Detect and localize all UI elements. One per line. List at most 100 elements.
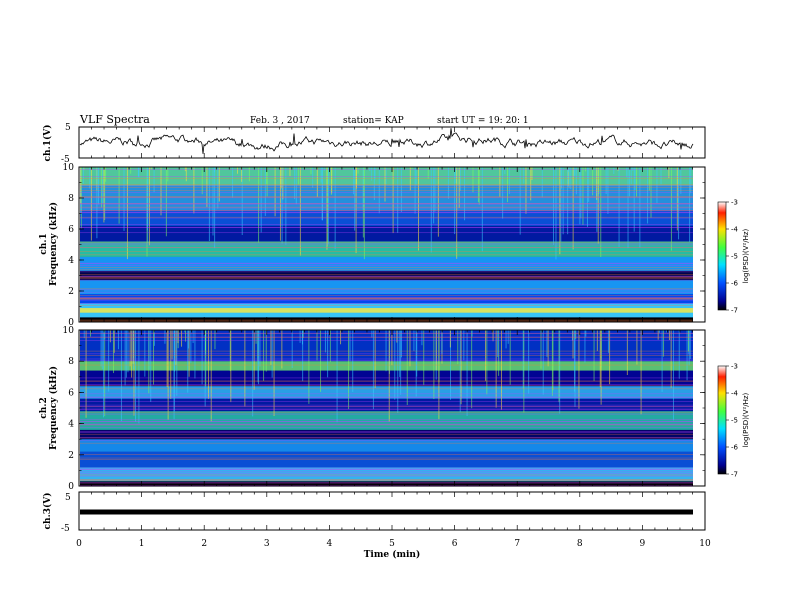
ch2-spec-sferic — [190, 330, 192, 363]
ch1-spec-line — [80, 276, 693, 278]
ch2-spec-sferic — [100, 330, 102, 367]
ch1-spec-sferic — [600, 167, 602, 257]
ch1-spec-sferic — [130, 167, 132, 174]
ch1-spec-ylabel-freq: Frequency (kHz) — [48, 202, 59, 286]
ch2-spec-sferic — [113, 330, 115, 374]
ch2-spec-sferic — [571, 330, 573, 341]
ch2-spec-sferic — [486, 330, 488, 395]
ch2-spec-sferic — [441, 330, 443, 354]
ch1-spec-sferic — [201, 167, 203, 195]
ch1-spectrogram — [80, 167, 705, 322]
ch1-spec-line — [80, 212, 693, 213]
ch2-spec-sferic — [596, 330, 598, 351]
ch1-spec-sferic — [455, 167, 457, 184]
ch2-spec-ytick-label: 0 — [68, 482, 74, 492]
ch1-spec-line — [80, 267, 693, 268]
ch2-spec-sferic — [509, 330, 511, 385]
ch2-spec-sferic — [171, 330, 173, 360]
ch2-spec-sferic — [578, 330, 580, 409]
ch2-spec-sferic — [585, 330, 587, 337]
ch1-spec-sferic — [531, 167, 533, 180]
ch1-spec-sferic — [214, 167, 216, 249]
ch1-ytick-top: 5 — [65, 123, 71, 133]
x-axis-label: Time (min) — [364, 549, 421, 560]
x-tick-label: 10 — [699, 539, 711, 549]
ch1-spec-sferic — [415, 167, 417, 185]
ch2-spec-line — [80, 482, 693, 483]
ch2-spec-sferic — [460, 330, 462, 405]
ch2-spec-sferic — [164, 330, 166, 344]
ch2-spec-sferic — [397, 330, 399, 413]
ch1-spec-sferic — [572, 167, 574, 250]
ch1-spec-line — [80, 206, 693, 208]
ch2-spec-sferic — [150, 330, 152, 403]
ch1-spec-line — [80, 203, 693, 204]
ch1-spec-sferic — [690, 167, 692, 194]
ch1-spec-line — [80, 299, 693, 301]
ch1-spec-line — [80, 251, 693, 252]
ch2-spec-sferic — [132, 330, 134, 364]
ch2-spec-ytick-label: 6 — [68, 388, 74, 398]
ch2-spec-line — [80, 385, 693, 386]
ch1-spec-sferic — [499, 167, 501, 197]
ch1-ytick-bottom: -5 — [61, 155, 70, 165]
ch1-spec-sferic — [605, 167, 607, 194]
ch2-spec-sferic — [495, 330, 497, 408]
ch1-spec-line — [80, 276, 693, 278]
ch2-spec-sferic — [388, 330, 390, 422]
ch1-spec-sferic — [241, 167, 243, 236]
ch1-spec-sferic — [464, 167, 466, 221]
ch2-spec-sferic — [127, 330, 129, 373]
ch1-spec-band — [80, 294, 693, 304]
ch2-spec-ytick-label: 8 — [68, 357, 74, 367]
ch2-spec-sferic — [463, 330, 465, 361]
ch1-spec-sferic — [437, 167, 439, 237]
ch2-spec-sferic — [349, 330, 351, 362]
ch2-spec-line — [80, 471, 693, 473]
ch2-spec-sferic — [400, 330, 402, 358]
ch1-spec-line — [80, 247, 693, 248]
ch2-spec-line — [80, 442, 693, 444]
ch1-spec-sferic — [184, 167, 186, 172]
ch1-spec-sferic — [633, 167, 635, 232]
ch1-spec-sferic — [334, 167, 336, 250]
x-axis-tick-labels: 0 1 2 3 4 5 6 7 8 9 10 — [76, 539, 711, 549]
ch1-spec-band — [80, 256, 693, 271]
ch1-spec-sferic — [397, 167, 399, 233]
ch1-spec-sferic — [165, 167, 167, 237]
ch2-spec-sferic — [90, 330, 92, 337]
ch1-spec-sferic — [588, 167, 590, 202]
ch1-spec-sferic — [478, 167, 480, 205]
ch2-spec-line — [80, 479, 693, 480]
ch2-colorbar-tick: -6 — [731, 444, 739, 452]
ch1-spec-sferic — [568, 167, 570, 189]
ch1-spec-sferic — [582, 167, 584, 226]
ch1-spec-sferic — [148, 167, 150, 246]
ch1-spec-sferic — [579, 167, 581, 225]
ch1-spec-line — [80, 279, 693, 281]
ch2-spec-sferic — [184, 330, 186, 333]
ch1-spec-line — [80, 241, 693, 243]
ch1-spec-sferic — [523, 167, 525, 184]
ch1-spec-sferic — [80, 167, 82, 204]
ch2-spec-sferic — [438, 330, 440, 383]
ch1-spec-sferic — [636, 167, 638, 197]
ch2-spec-line — [80, 424, 693, 426]
ch1-spec-sferic — [212, 167, 214, 236]
ch1-colorbar-tick: -5 — [731, 253, 738, 261]
ch2-spec-sferic — [672, 330, 674, 421]
ch2-spec-line — [80, 332, 693, 334]
ch1-spec-sferic — [400, 167, 402, 212]
ch2-spec-sferic — [413, 330, 415, 352]
ch1-spec-sferic — [331, 167, 333, 194]
ch2-spec-line — [80, 484, 693, 486]
ch1-spec-sferic — [353, 167, 355, 195]
ch2-spec-sferic — [258, 330, 260, 385]
ch1-spec-sferic — [575, 167, 577, 195]
ch2-spec-sferic — [299, 330, 301, 343]
ch1-spec-sferic — [454, 167, 456, 235]
ch2-spec-sferic — [135, 330, 137, 422]
ch2-spec-line — [80, 388, 693, 390]
ch1-spec-sferic — [185, 167, 187, 182]
ch2-spec-sferic — [471, 330, 473, 337]
